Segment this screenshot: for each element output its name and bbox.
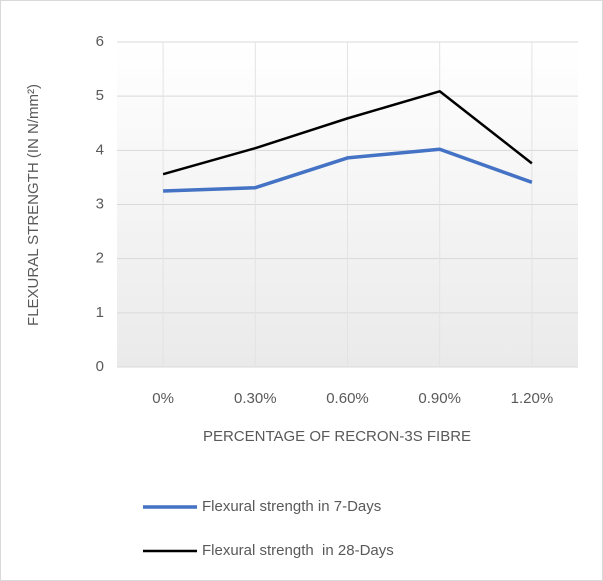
y-tick-label: 5 <box>96 87 104 104</box>
x-tick-label: 0% <box>152 390 174 407</box>
y-tick-label: 0 <box>96 358 104 375</box>
x-tick-label: 1.20% <box>511 390 554 407</box>
y-axis-title: FLEXURAL STRENGTH (IN N/mm²) <box>25 84 42 326</box>
legend-label: Flexural strength in 28-Days <box>202 542 394 559</box>
line-series <box>162 90 533 176</box>
x-tick-label: 0.30% <box>234 390 277 407</box>
legend-label: Flexural strength in 7-Days <box>202 498 381 515</box>
y-tick-label: 3 <box>96 195 104 212</box>
y-tick-label: 2 <box>96 250 104 267</box>
x-axis-title: PERCENTAGE OF RECRON-3S FIBRE <box>203 428 471 445</box>
x-tick-label: 0.60% <box>326 390 369 407</box>
y-tick-label: 6 <box>96 33 104 50</box>
y-tick-label: 4 <box>96 141 104 158</box>
y-tick-label: 1 <box>96 304 104 321</box>
line-series <box>163 147 533 193</box>
x-tick-label: 0.90% <box>418 390 461 407</box>
